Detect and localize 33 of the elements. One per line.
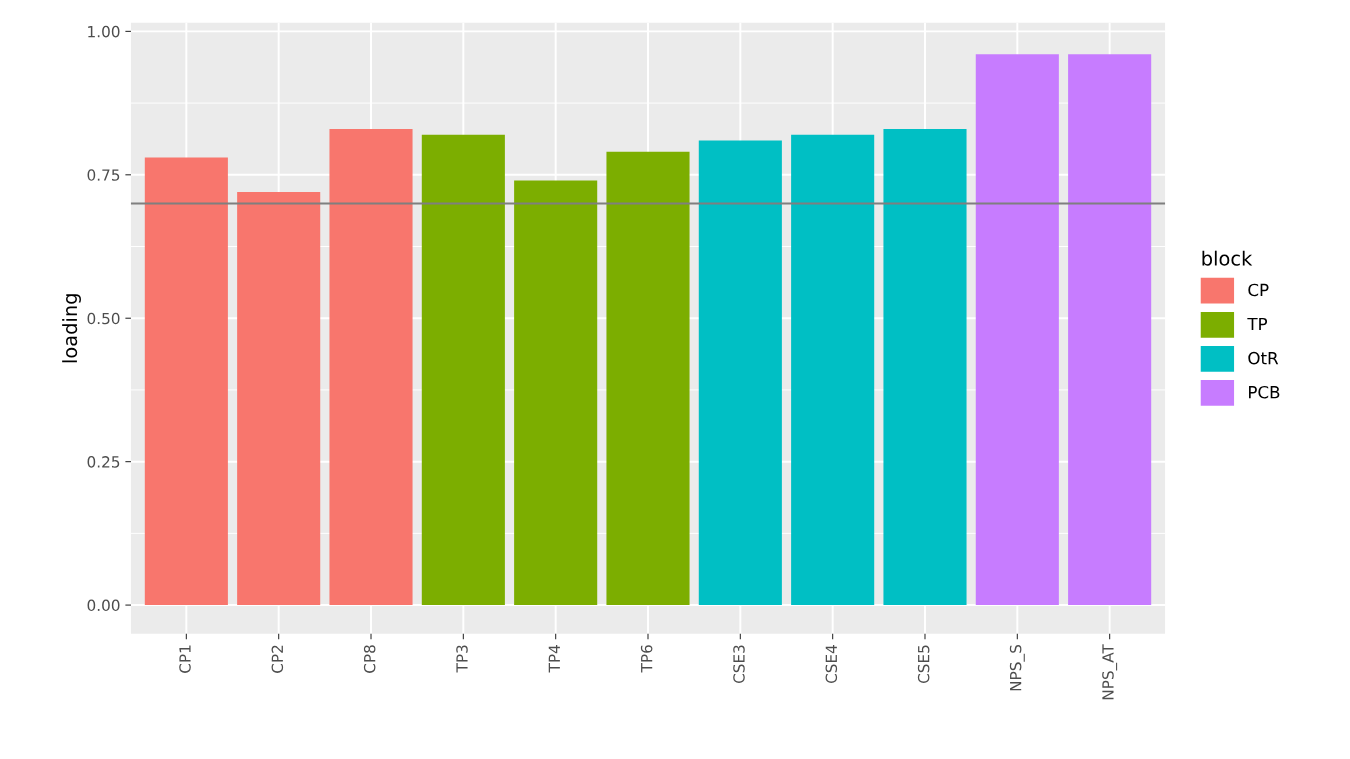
x-tick-label: TP6: [640, 645, 653, 673]
bar: [1068, 54, 1152, 606]
x-tick-label: CSE5: [917, 645, 930, 684]
y-tick-label: 0.00: [87, 599, 120, 612]
legend-title: block: [1202, 250, 1253, 266]
bar: [606, 151, 690, 606]
legend-label: PCB: [1249, 385, 1280, 399]
x-tick-label: CP1: [179, 645, 191, 673]
bar: [975, 54, 1059, 606]
bar: [329, 128, 413, 606]
y-tick-label: 0.75: [87, 169, 120, 181]
x-tick-label: NPS_S: [1009, 645, 1025, 691]
x-tick-label: CP2: [271, 645, 284, 673]
x-tick-label: CSE3: [733, 645, 745, 684]
bar: [144, 157, 228, 606]
bar: [883, 128, 967, 606]
y-tick-label: 0.50: [87, 312, 120, 325]
x-tick-label: NPS_AT: [1102, 644, 1118, 700]
bar: [514, 180, 598, 606]
y-tick-label: 1.00: [88, 25, 120, 38]
x-tick-label: CSE4: [825, 645, 838, 684]
bar: [237, 192, 321, 606]
bar: [791, 134, 875, 606]
bar: [698, 140, 782, 606]
x-tick-label: CP8: [363, 645, 376, 673]
x-tick-label: TP3: [456, 645, 468, 673]
bar: [421, 134, 505, 606]
y-tick-label: 0.25: [87, 456, 120, 468]
x-tick-label: TP4: [548, 645, 560, 673]
legend-label: TP: [1247, 317, 1268, 331]
y-axis-title: loading: [62, 294, 81, 363]
legend-label: OtR: [1248, 351, 1279, 365]
legend-label: CP: [1248, 283, 1269, 297]
